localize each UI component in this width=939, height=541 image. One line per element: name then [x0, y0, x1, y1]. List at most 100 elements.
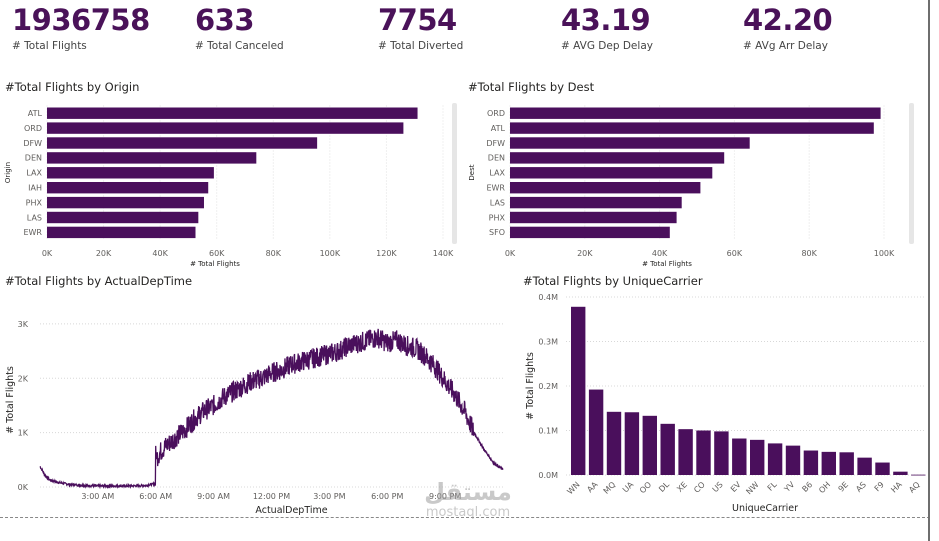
kpi-label: # AVg Arr Delay	[743, 40, 828, 52]
category-label: MQ	[602, 480, 618, 496]
y-tick-label: 0.1M	[538, 427, 558, 436]
y-axis-title: Origin	[4, 162, 12, 183]
category-label: FL	[766, 480, 779, 493]
category-label: ORD	[487, 109, 505, 118]
bar	[47, 152, 257, 164]
x-tick-label: 60K	[209, 249, 225, 258]
x-tick-label: 3:00 PM	[313, 492, 345, 501]
category-label: SFO	[489, 228, 505, 237]
category-label: EWR	[23, 228, 42, 237]
x-tick-label: 120K	[376, 249, 397, 258]
x-tick-label: 9:00 AM	[197, 492, 230, 501]
category-label: LAX	[26, 169, 42, 178]
x-tick-label: 3:00 AM	[81, 492, 114, 501]
y-tick-label: 0K	[18, 483, 29, 492]
bar	[47, 167, 214, 179]
category-label: DEN	[25, 154, 42, 163]
bar	[732, 438, 747, 475]
y-tick-label: 1K	[18, 429, 29, 438]
category-label: F9	[873, 480, 886, 493]
kpi-avg-dep-delay: 43.19 # AVG Dep Delay	[561, 2, 653, 52]
bar	[696, 430, 711, 475]
bar	[510, 226, 670, 239]
x-tick-label: 0K	[42, 249, 53, 258]
category-label: LAS	[27, 213, 42, 222]
bar	[47, 211, 199, 224]
y-axis-title: # Total Flights	[525, 352, 536, 420]
y-tick-label: 0.0M	[538, 471, 558, 480]
category-label: LAS	[490, 198, 505, 207]
watermark-logo: مستقل mostaql.com	[408, 478, 528, 520]
bar	[47, 182, 209, 194]
category-label: WN	[565, 480, 581, 496]
bar	[660, 423, 675, 475]
category-label: CO	[692, 480, 707, 495]
y-tick-label: 0.4M	[538, 293, 558, 302]
category-label: DEN	[488, 154, 505, 163]
category-label: AA	[585, 480, 600, 495]
kpi-value: 42.20	[743, 3, 833, 37]
bar	[606, 411, 622, 475]
category-label: EV	[729, 480, 743, 494]
category-label: DFW	[23, 139, 42, 148]
bar	[642, 415, 657, 475]
bar	[510, 137, 750, 149]
dest-chart-title: #Total Flights by Dest	[468, 80, 595, 94]
category-label: NW	[744, 480, 760, 496]
carrier-chart-title: #Total Flights by UniqueCarrier	[523, 274, 703, 288]
x-tick-label: 40K	[152, 249, 168, 258]
kpi-value: 633	[195, 3, 255, 37]
category-label: PHX	[26, 198, 43, 207]
category-label: AS	[854, 480, 868, 494]
right-edge-divider	[928, 0, 930, 541]
y-tick-label: 0.2M	[538, 382, 558, 391]
x-tick-label: 60K	[727, 249, 743, 258]
y-tick-label: 3K	[18, 320, 29, 329]
x-tick-label: 6:00 AM	[139, 492, 172, 501]
kpi-total-flights: 1936758 # Total Flights	[12, 2, 150, 52]
bar	[47, 137, 318, 149]
dest-chart-scrollbar[interactable]	[909, 103, 914, 244]
kpi-total-canceled: 633 # Total Canceled	[195, 2, 284, 52]
bar	[750, 439, 765, 475]
kpi-label: # AVG Dep Delay	[561, 40, 653, 52]
category-label: B6	[800, 480, 814, 494]
origin-chart-scrollbar[interactable]	[452, 103, 457, 244]
y-axis-title: Dest	[468, 164, 476, 180]
category-label: PHX	[489, 213, 506, 222]
bar	[767, 443, 783, 475]
category-label: EWR	[486, 183, 505, 192]
category-label: DFW	[486, 139, 505, 148]
kpi-label: # Total Canceled	[195, 40, 284, 52]
kpi-total-diverted: 7754 # Total Diverted	[378, 2, 463, 52]
kpi-value: 7754	[378, 3, 457, 37]
bar	[47, 107, 418, 119]
bottom-divider	[0, 517, 930, 518]
x-axis-title: UniqueCarrier	[732, 503, 798, 514]
x-axis-title: # Total Flights	[190, 260, 240, 268]
x-axis-title: # Total Flights	[642, 260, 692, 268]
x-tick-label: 100K	[320, 249, 341, 258]
bar	[588, 389, 604, 475]
bar	[714, 431, 729, 475]
bar	[624, 412, 640, 475]
deptime-chart-title: #Total Flights by ActualDepTime	[5, 274, 193, 288]
bar	[510, 211, 677, 224]
category-label: US	[711, 480, 725, 494]
bar	[911, 474, 926, 476]
bar	[893, 471, 908, 475]
bar	[510, 107, 881, 119]
bar	[510, 122, 874, 134]
category-label: OO	[638, 480, 653, 495]
bar	[785, 445, 801, 475]
bar	[571, 306, 586, 475]
kpi-value: 43.19	[561, 3, 651, 37]
kpi-value: 1936758	[12, 3, 150, 37]
category-label: IAH	[28, 183, 42, 192]
bar	[47, 226, 196, 239]
bar	[510, 196, 682, 209]
